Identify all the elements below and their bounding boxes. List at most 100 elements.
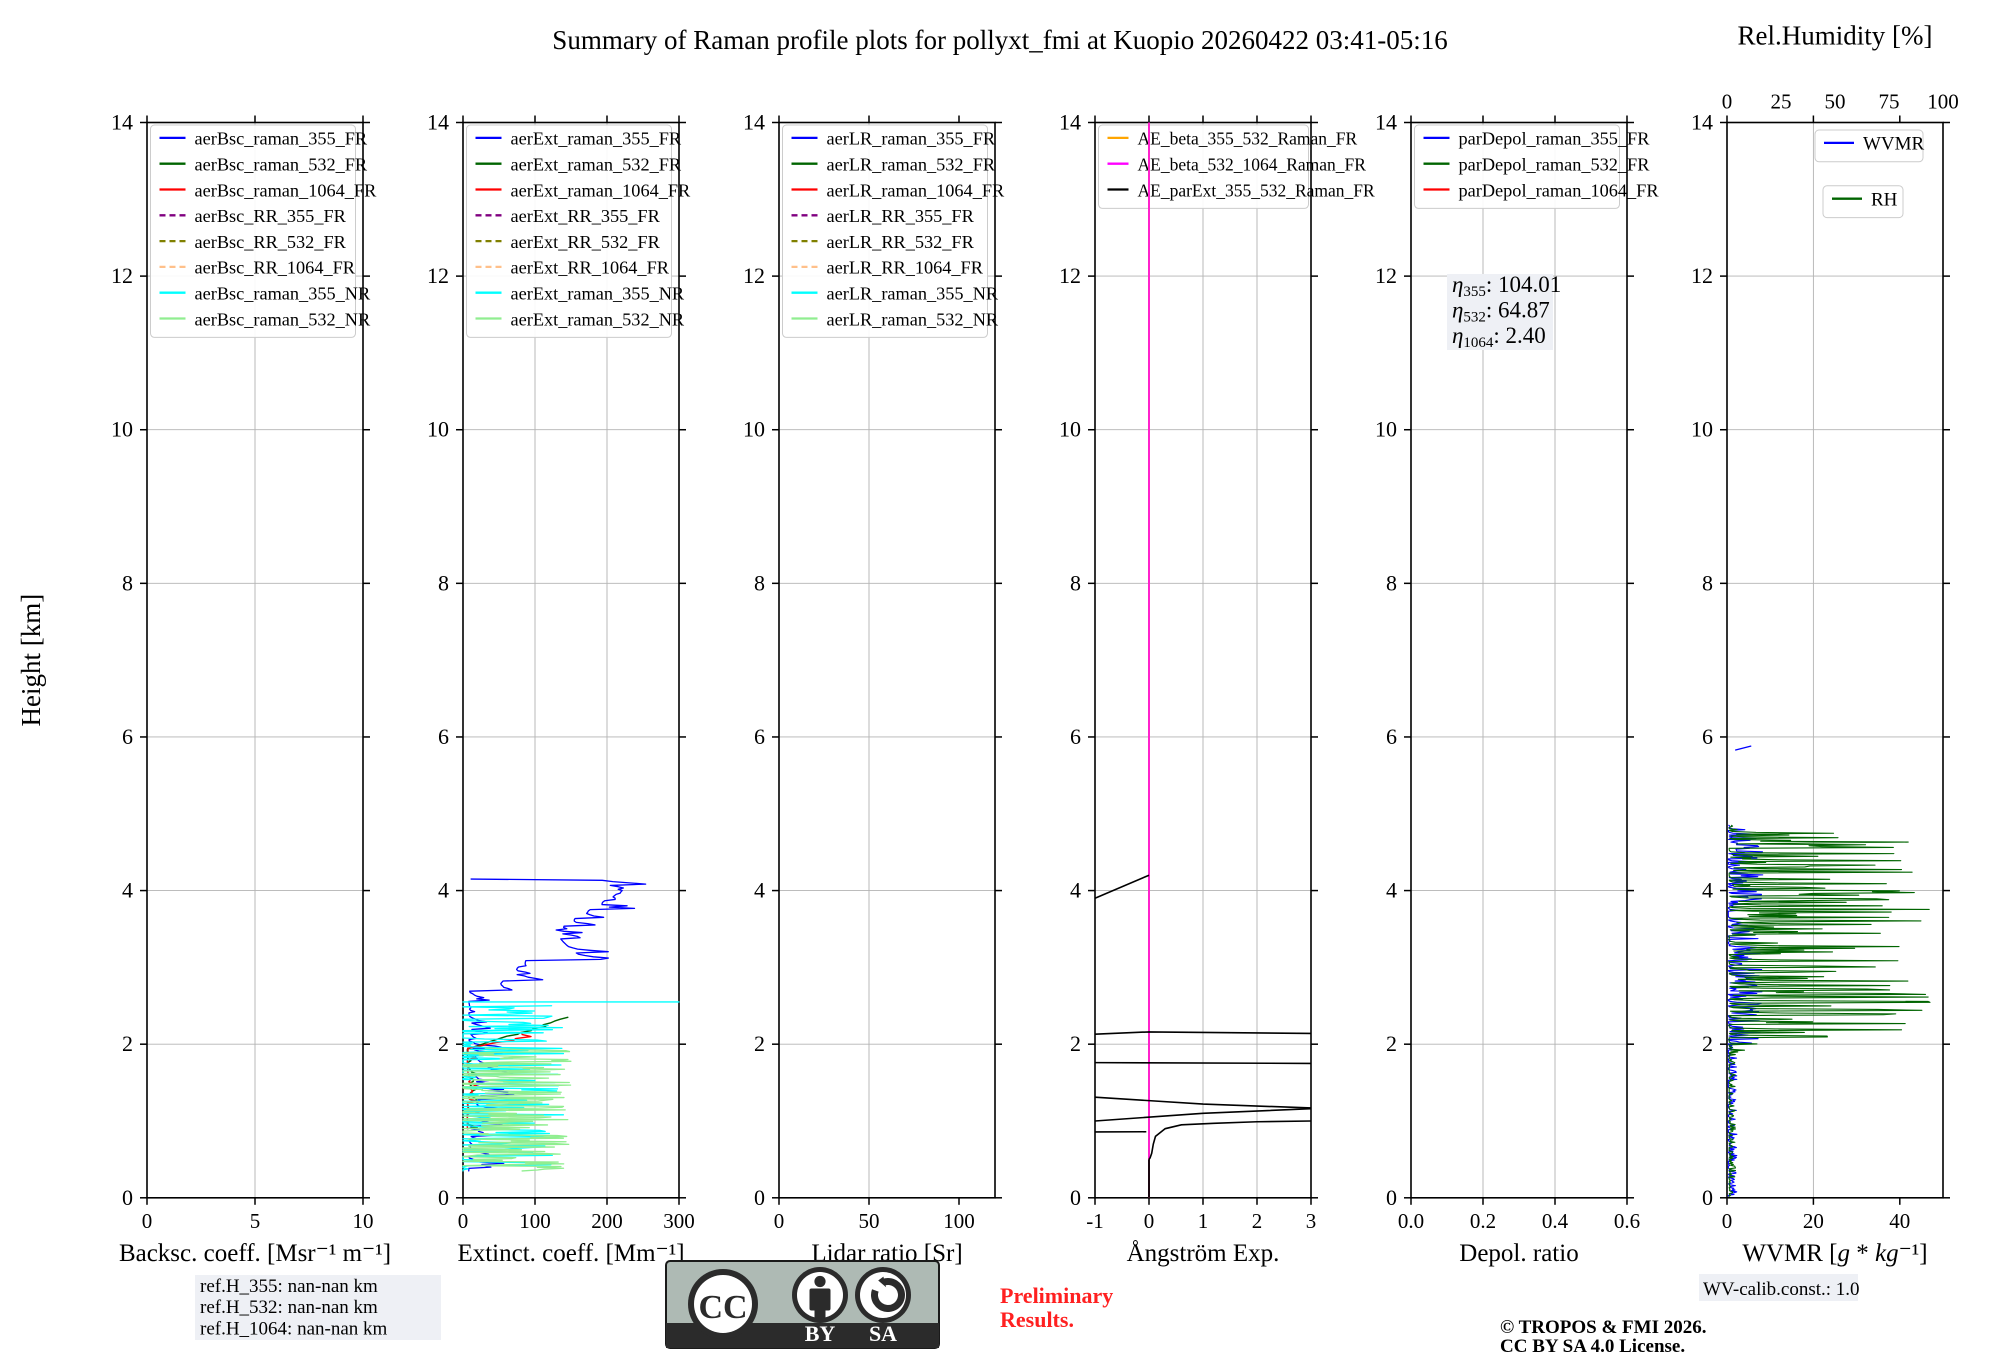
svg-text:AE_beta_355_532_Raman_FR: AE_beta_355_532_Raman_FR [1138,129,1358,149]
svg-text:0: 0 [142,1209,153,1233]
svg-text:14: 14 [111,110,133,135]
svg-text:SA: SA [869,1321,897,1346]
svg-text:0: 0 [458,1209,469,1233]
svg-text:100: 100 [943,1209,975,1233]
svg-text:0: 0 [1702,1185,1713,1210]
svg-text:ref.H_532: nan-nan km: ref.H_532: nan-nan km [200,1297,378,1318]
svg-text:8: 8 [438,570,449,595]
svg-text:0.0: 0.0 [1398,1209,1424,1233]
svg-text:3: 3 [1306,1209,1317,1233]
svg-text:12: 12 [427,263,449,288]
svg-text:0: 0 [1144,1209,1155,1233]
svg-text:10: 10 [1059,417,1081,442]
svg-text:14: 14 [1059,110,1081,135]
svg-text:2: 2 [122,1031,133,1056]
svg-text:12: 12 [743,263,765,288]
svg-text:4: 4 [1070,878,1081,903]
svg-text:0.6: 0.6 [1614,1209,1640,1233]
svg-text:ref.H_355: nan-nan km: ref.H_355: nan-nan km [200,1276,378,1297]
svg-text:1: 1 [1198,1209,1209,1233]
svg-text:CC BY SA 4.0 License.: CC BY SA 4.0 License. [1500,1336,1685,1357]
svg-text:parDepol_raman_532_FR: parDepol_raman_532_FR [1459,155,1651,175]
svg-text:aerBsc_RR_1064_FR: aerBsc_RR_1064_FR [195,258,356,278]
svg-text:parDepol_raman_1064_FR: parDepol_raman_1064_FR [1459,180,1660,200]
svg-text:0: 0 [122,1185,133,1210]
svg-text:0: 0 [438,1185,449,1210]
svg-text:8: 8 [1070,570,1081,595]
svg-text:aerLR_raman_532_FR: aerLR_raman_532_FR [827,155,996,175]
svg-text:2: 2 [438,1031,449,1056]
svg-text:8: 8 [122,570,133,595]
svg-text:Extinct. coeff. [Mm⁻¹]: Extinct. coeff. [Mm⁻¹] [457,1240,684,1267]
svg-text:RH: RH [1871,190,1898,211]
svg-text:aerLR_raman_355_FR: aerLR_raman_355_FR [827,129,996,149]
svg-text:parDepol_raman_355_FR: parDepol_raman_355_FR [1459,129,1651,149]
svg-text:© TROPOS & FMI 2026.: © TROPOS & FMI 2026. [1500,1317,1707,1338]
svg-text:5: 5 [250,1209,261,1233]
svg-text:aerBsc_raman_355_FR: aerBsc_raman_355_FR [195,129,368,149]
svg-text:14: 14 [1691,110,1713,135]
svg-text:12: 12 [1059,263,1081,288]
svg-text:50: 50 [1825,90,1846,114]
svg-text:4: 4 [122,878,133,903]
svg-text:2: 2 [1386,1031,1397,1056]
svg-text:0.4: 0.4 [1542,1209,1569,1233]
svg-text:0: 0 [754,1185,765,1210]
svg-text:4: 4 [438,878,449,903]
svg-text:8: 8 [1386,570,1397,595]
svg-text:Ångström Exp.: Ångström Exp. [1127,1240,1280,1267]
svg-text:200: 200 [591,1209,623,1233]
svg-text:6: 6 [1070,724,1081,749]
svg-text:6: 6 [438,724,449,749]
svg-text:Preliminary: Preliminary [1000,1283,1113,1308]
svg-text:aerLR_raman_355_NR: aerLR_raman_355_NR [827,284,999,304]
svg-text:0: 0 [1722,1209,1733,1233]
svg-text:6: 6 [754,724,765,749]
svg-text:Height [km]: Height [km] [16,594,46,727]
svg-text:aerLR_RR_1064_FR: aerLR_RR_1064_FR [827,258,984,278]
svg-text:AE_beta_532_1064_Raman_FR: AE_beta_532_1064_Raman_FR [1138,155,1367,175]
svg-text:20: 20 [1803,1209,1824,1233]
svg-text:50: 50 [859,1209,880,1233]
svg-text:aerExt_raman_532_NR: aerExt_raman_532_NR [511,309,685,329]
svg-text:BY: BY [805,1321,836,1346]
svg-text:2: 2 [754,1031,765,1056]
svg-text:14: 14 [427,110,449,135]
svg-text:aerExt_RR_1064_FR: aerExt_RR_1064_FR [511,258,670,278]
svg-text:aerBsc_raman_532_FR: aerBsc_raman_532_FR [195,155,368,175]
svg-text:12: 12 [1691,263,1713,288]
svg-text:4: 4 [1702,878,1713,903]
svg-text:aerExt_RR_355_FR: aerExt_RR_355_FR [511,206,661,226]
svg-text:aerBsc_raman_355_NR: aerBsc_raman_355_NR [195,284,371,304]
svg-text:4: 4 [1386,878,1397,903]
svg-text:aerExt_raman_355_NR: aerExt_raman_355_NR [511,284,685,304]
svg-text:Results.: Results. [1000,1307,1074,1332]
svg-text:Depol. ratio: Depol. ratio [1459,1240,1578,1267]
svg-text:aerExt_raman_355_FR: aerExt_raman_355_FR [511,129,682,149]
svg-text:10: 10 [427,417,449,442]
svg-text:2: 2 [1702,1031,1713,1056]
svg-text:14: 14 [743,110,765,135]
svg-text:aerLR_raman_532_NR: aerLR_raman_532_NR [827,309,999,329]
svg-text:aerExt_raman_532_FR: aerExt_raman_532_FR [511,155,682,175]
svg-text:6: 6 [122,724,133,749]
svg-text:aerBsc_RR_532_FR: aerBsc_RR_532_FR [195,232,347,252]
svg-text:10: 10 [1691,417,1713,442]
svg-text:ref.H_1064: nan-nan km: ref.H_1064: nan-nan km [200,1318,388,1339]
svg-text:WVMR: WVMR [1863,134,1925,155]
svg-text:0: 0 [1386,1185,1397,1210]
svg-text:75: 75 [1879,90,1900,114]
svg-text:WVMR [g * kg⁻¹]: WVMR [g * kg⁻¹] [1742,1240,1927,1267]
svg-text:12: 12 [1375,263,1397,288]
svg-text:Backsc. coeff. [Msr⁻¹ m⁻¹]: Backsc. coeff. [Msr⁻¹ m⁻¹] [119,1240,391,1267]
svg-text:4: 4 [754,878,765,903]
svg-text:6: 6 [1702,724,1713,749]
svg-text:CC: CC [698,1289,747,1326]
svg-text:aerLR_RR_355_FR: aerLR_RR_355_FR [827,206,975,226]
svg-text:40: 40 [1889,1209,1910,1233]
svg-text:2: 2 [1252,1209,1263,1233]
svg-text:aerBsc_raman_1064_FR: aerBsc_raman_1064_FR [195,180,378,200]
svg-text:0.2: 0.2 [1470,1209,1496,1233]
svg-text:Rel.Humidity [%]: Rel.Humidity [%] [1738,21,1933,51]
svg-text:aerExt_raman_1064_FR: aerExt_raman_1064_FR [511,180,692,200]
